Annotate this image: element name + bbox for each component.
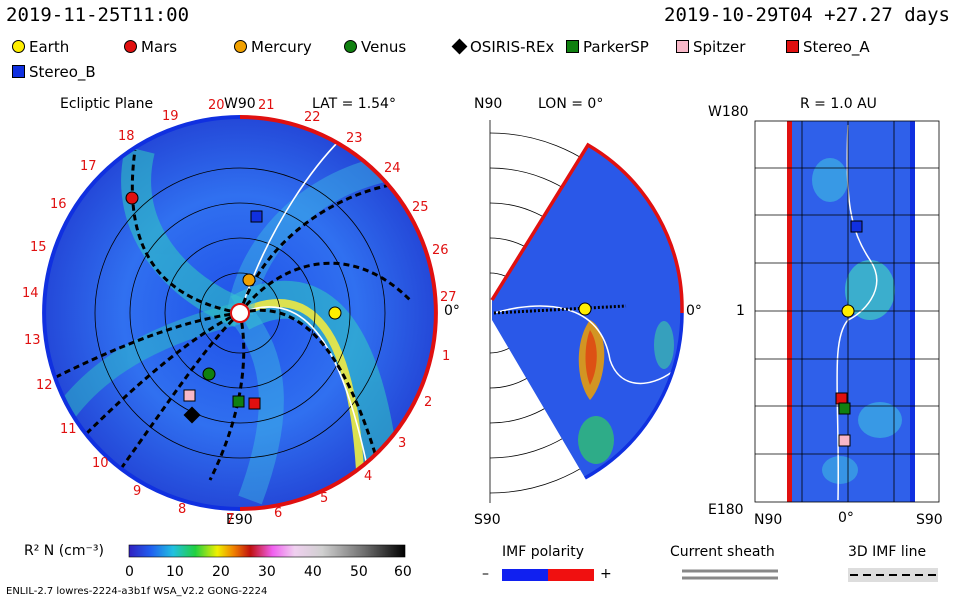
- ecliptic-right-label: 0°: [444, 303, 460, 319]
- carrington-27: 27: [440, 290, 457, 305]
- carrington-12: 12: [36, 378, 53, 393]
- ecliptic-title: Ecliptic Plane: [60, 96, 154, 112]
- datetime-right: 2019-10-29T04 +27.27 days: [664, 4, 950, 26]
- legend-mercury: Mercury: [234, 38, 312, 56]
- meridional-bottom-label: S90: [474, 512, 501, 528]
- latlon-title: R = 1.0 AU: [800, 96, 877, 112]
- latlon-bottom-label: E180: [708, 502, 744, 518]
- mercury-marker: [242, 273, 256, 287]
- carrington-11: 11: [60, 422, 77, 437]
- carrington-13: 13: [24, 333, 41, 348]
- carrington-23: 23: [346, 131, 363, 146]
- square-icon: [12, 65, 25, 78]
- legend-mars: Mars: [124, 38, 177, 56]
- carrington-20: 20: [208, 98, 225, 113]
- colorbar-tick-40: 40: [304, 564, 322, 580]
- carrington-8: 8: [178, 502, 187, 517]
- carrington-25: 25: [412, 200, 429, 215]
- carrington-7: 7: [226, 512, 235, 527]
- carrington-22: 22: [304, 110, 321, 125]
- square-icon: [786, 40, 799, 53]
- square-icon: [676, 40, 689, 53]
- mars-icon: [124, 40, 137, 53]
- colorbar-tick-10: 10: [166, 564, 184, 580]
- latlon-x-mid: 0°: [838, 510, 854, 526]
- meridional-right-label: 0°: [686, 303, 702, 319]
- carrington-16: 16: [50, 197, 67, 212]
- imf-plus-label: +: [600, 566, 612, 582]
- latlon-top-label: W180: [708, 104, 749, 120]
- carrington-18: 18: [118, 129, 135, 144]
- colorbar-tick-30: 30: [258, 564, 276, 580]
- meridional-panel: [489, 120, 684, 503]
- imf-line-title: 3D IMF line: [848, 544, 927, 560]
- carrington-26: 26: [432, 243, 449, 258]
- carrington-14: 14: [22, 286, 39, 301]
- ecliptic-lat: LAT = 1.54°: [312, 96, 396, 112]
- mercury-icon: [234, 40, 247, 53]
- stereo-a-marker: [248, 397, 261, 410]
- legend-stereo-b: Stereo_B: [12, 63, 96, 81]
- carrington-5: 5: [320, 491, 329, 506]
- carrington-19: 19: [162, 109, 179, 124]
- latlon-x-left: N90: [754, 512, 783, 528]
- legend-parkersp: ParkerSP: [566, 38, 649, 56]
- mars-marker: [125, 191, 139, 205]
- colorbar-tick-50: 50: [350, 564, 368, 580]
- current-sheath-swatch: [682, 569, 778, 580]
- colorbar-tick-60: 60: [394, 564, 412, 580]
- carrington-1: 1: [442, 349, 451, 364]
- latlon-x-right: S90: [916, 512, 943, 528]
- legend-venus: Venus: [344, 38, 406, 56]
- carrington-15: 15: [30, 240, 47, 255]
- legend-osiris-rex: OSIRIS-REx: [451, 38, 554, 56]
- datetime-left: 2019-11-25T11:00: [6, 4, 190, 26]
- ecliptic-panel: [42, 115, 438, 511]
- earth-marker: [328, 306, 342, 320]
- carrington-9: 9: [133, 484, 142, 499]
- carrington-2: 2: [424, 395, 433, 410]
- ecliptic-top-label: W90: [224, 96, 256, 112]
- imf-minus-label: –: [482, 566, 489, 582]
- imf-minus-swatch: [502, 569, 548, 581]
- legend-earth: Earth: [12, 38, 69, 56]
- earth-icon: [12, 40, 25, 53]
- ecliptic-bottom-label: E90: [226, 512, 253, 528]
- imf-polarity-title: IMF polarity: [502, 544, 585, 560]
- meridional-top-label: N90: [474, 96, 503, 112]
- model-footer: ENLIL-2.7 lowres-2224-a3b1f WSA_V2.2 GON…: [6, 586, 268, 597]
- meridional-title: LON = 0°: [538, 96, 604, 112]
- imf-plus-swatch: [548, 569, 594, 581]
- spitzer-marker: [183, 389, 196, 402]
- legend-stereo-a: Stereo_A: [786, 38, 870, 56]
- venus-icon: [344, 40, 357, 53]
- colorbar-label: R² N (cm⁻³): [24, 543, 104, 559]
- legend-spitzer: Spitzer: [676, 38, 745, 56]
- colorbar-tick-20: 20: [212, 564, 230, 580]
- latlon-panel: [754, 120, 940, 503]
- carrington-21: 21: [258, 98, 275, 113]
- colorbar: [128, 544, 406, 558]
- parkersp-marker: [232, 395, 245, 408]
- carrington-6: 6: [274, 506, 283, 521]
- carrington-24: 24: [384, 161, 401, 176]
- carrington-4: 4: [364, 469, 373, 484]
- stereo-b-marker: [250, 210, 263, 223]
- latlon-mid-label: 1: [736, 303, 745, 319]
- carrington-3: 3: [398, 436, 407, 451]
- osiris-rex-marker: [183, 406, 201, 424]
- carrington-10: 10: [92, 456, 109, 471]
- venus-marker: [202, 367, 216, 381]
- current-sheath-title: Current sheath: [670, 544, 775, 560]
- square-icon: [566, 40, 579, 53]
- carrington-17: 17: [80, 159, 97, 174]
- colorbar-tick-0: 0: [125, 564, 134, 580]
